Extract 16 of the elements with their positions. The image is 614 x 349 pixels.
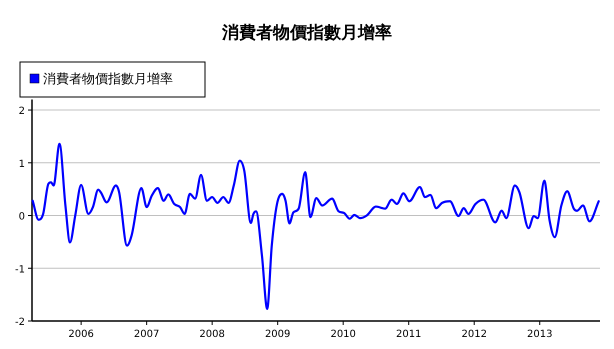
x-tick-label: 2012 [461, 329, 487, 340]
x-tick-label: 2013 [527, 329, 552, 340]
legend-label: 消費者物價指數月增率 [43, 71, 173, 87]
x-tick-label: 2009 [264, 329, 290, 340]
chart-title: 消費者物價指數月增率 [221, 23, 392, 43]
y-tick-label: -1 [15, 264, 25, 276]
x-tick-label: 2006 [68, 329, 94, 340]
y-tick-label: 1 [18, 158, 25, 170]
x-tick-label: 2007 [134, 329, 160, 340]
x-tick-label: 2008 [199, 329, 225, 340]
y-tick-label: 2 [18, 106, 25, 118]
y-tick-label: 0 [18, 212, 25, 223]
line-series [32, 142, 600, 310]
y-tick-label: -2 [15, 317, 25, 328]
x-tick-label: 2011 [396, 329, 422, 340]
x-tick-label: 2010 [330, 329, 356, 340]
